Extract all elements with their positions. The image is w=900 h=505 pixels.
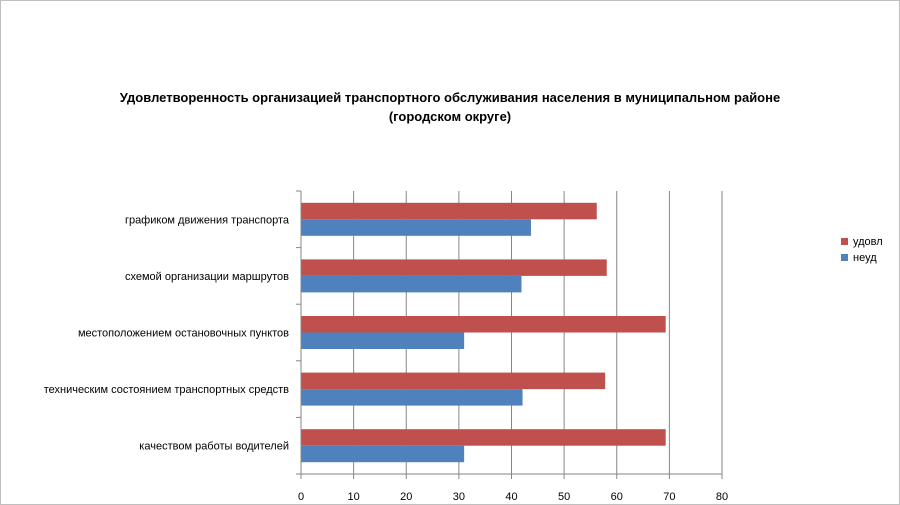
category-label: графиком движения транспорта <box>125 214 290 226</box>
x-tick-label: 30 <box>453 491 465 503</box>
category-label: техническим состоянием транспортных сред… <box>44 384 289 396</box>
category-label: схемой организации маршрутов <box>125 271 289 283</box>
bar-unsatisfied <box>301 445 465 463</box>
bar-unsatisfied <box>301 332 465 349</box>
bar-unsatisfied <box>301 389 523 406</box>
x-tick-label: 20 <box>400 491 412 503</box>
bar-satisfied <box>301 202 597 220</box>
bar-satisfied <box>301 259 607 276</box>
bar-satisfied <box>301 372 606 390</box>
x-tick-label: 10 <box>348 491 360 503</box>
x-tick-label: 60 <box>611 491 623 503</box>
bar-satisfied <box>301 429 666 446</box>
legend-label: удовл <box>853 236 883 248</box>
x-tick-label: 80 <box>716 491 728 503</box>
bar-satisfied <box>301 316 666 333</box>
category-label: местоположением остановочных пунктов <box>78 328 289 340</box>
x-tick-label: 0 <box>298 491 304 503</box>
chart-title-line-2: (городском округе) <box>388 109 512 124</box>
legend-label: неуд <box>853 252 877 264</box>
chart-title-line-1: Удовлетворенность организацией транспорт… <box>119 90 781 105</box>
legend-swatch <box>841 238 848 245</box>
bar-unsatisfied <box>301 219 531 236</box>
bar-unsatisfied <box>301 275 522 293</box>
x-tick-label: 40 <box>505 491 517 503</box>
legend-swatch <box>841 254 848 261</box>
category-label: качеством работы водителей <box>139 441 289 453</box>
chart-title: Удовлетворенность организацией транспорт… <box>40 88 860 126</box>
x-tick-label: 70 <box>663 491 675 503</box>
x-tick-label: 50 <box>558 491 570 503</box>
